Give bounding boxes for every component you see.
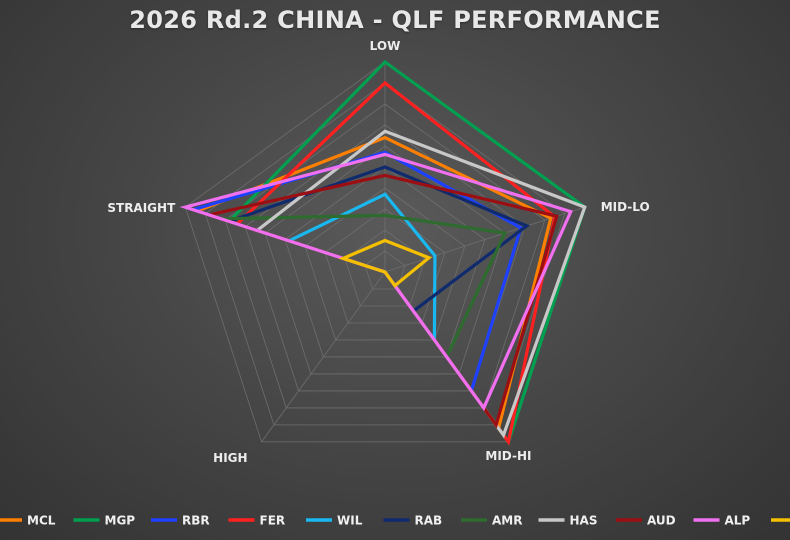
axis-label-high: HIGH	[213, 451, 247, 465]
series-cad	[338, 238, 433, 288]
legend-label-rbr: RBR	[182, 514, 210, 528]
axis-label-mid-lo: MID-LO	[601, 200, 650, 214]
legend-label-aud: AUD	[647, 514, 676, 528]
legend-label-alp: ALP	[725, 514, 751, 528]
legend-label-mcl: MCL	[27, 514, 56, 528]
series-mgp	[226, 59, 587, 446]
grid-ring	[204, 82, 566, 426]
axis-label-low: LOW	[370, 39, 401, 53]
legend-label-has: HAS	[570, 514, 598, 528]
legend-label-rab: RAB	[415, 514, 443, 528]
legend-label-wil: WIL	[337, 514, 363, 528]
radar-grid	[184, 61, 586, 443]
grid-ring	[244, 124, 526, 392]
axis-labels: LOW MID-LO MID-HI HIGH STRAIGHT	[107, 39, 649, 465]
axis-label-mid-hi: MID-HI	[485, 449, 531, 463]
chart-title: 2026 Rd.2 CHINA - QLF PERFORMANCE	[129, 6, 661, 34]
axis-label-straight: STRAIGHT	[107, 201, 176, 215]
legend: MCLMGPRBRFERWILRABAMRHASAUDALPCAD	[0, 514, 790, 528]
grid-ring	[324, 208, 446, 324]
legend-label-fer: FER	[260, 514, 286, 528]
series-amr	[220, 213, 508, 361]
grid-spoke	[261, 271, 386, 443]
legend-label-mgp: MGP	[105, 514, 136, 528]
legend-label-amr: AMR	[492, 514, 522, 528]
series-alp	[179, 152, 573, 412]
series-polygons	[179, 59, 587, 446]
grid-ring	[364, 250, 406, 290]
grid-ring	[304, 187, 466, 341]
